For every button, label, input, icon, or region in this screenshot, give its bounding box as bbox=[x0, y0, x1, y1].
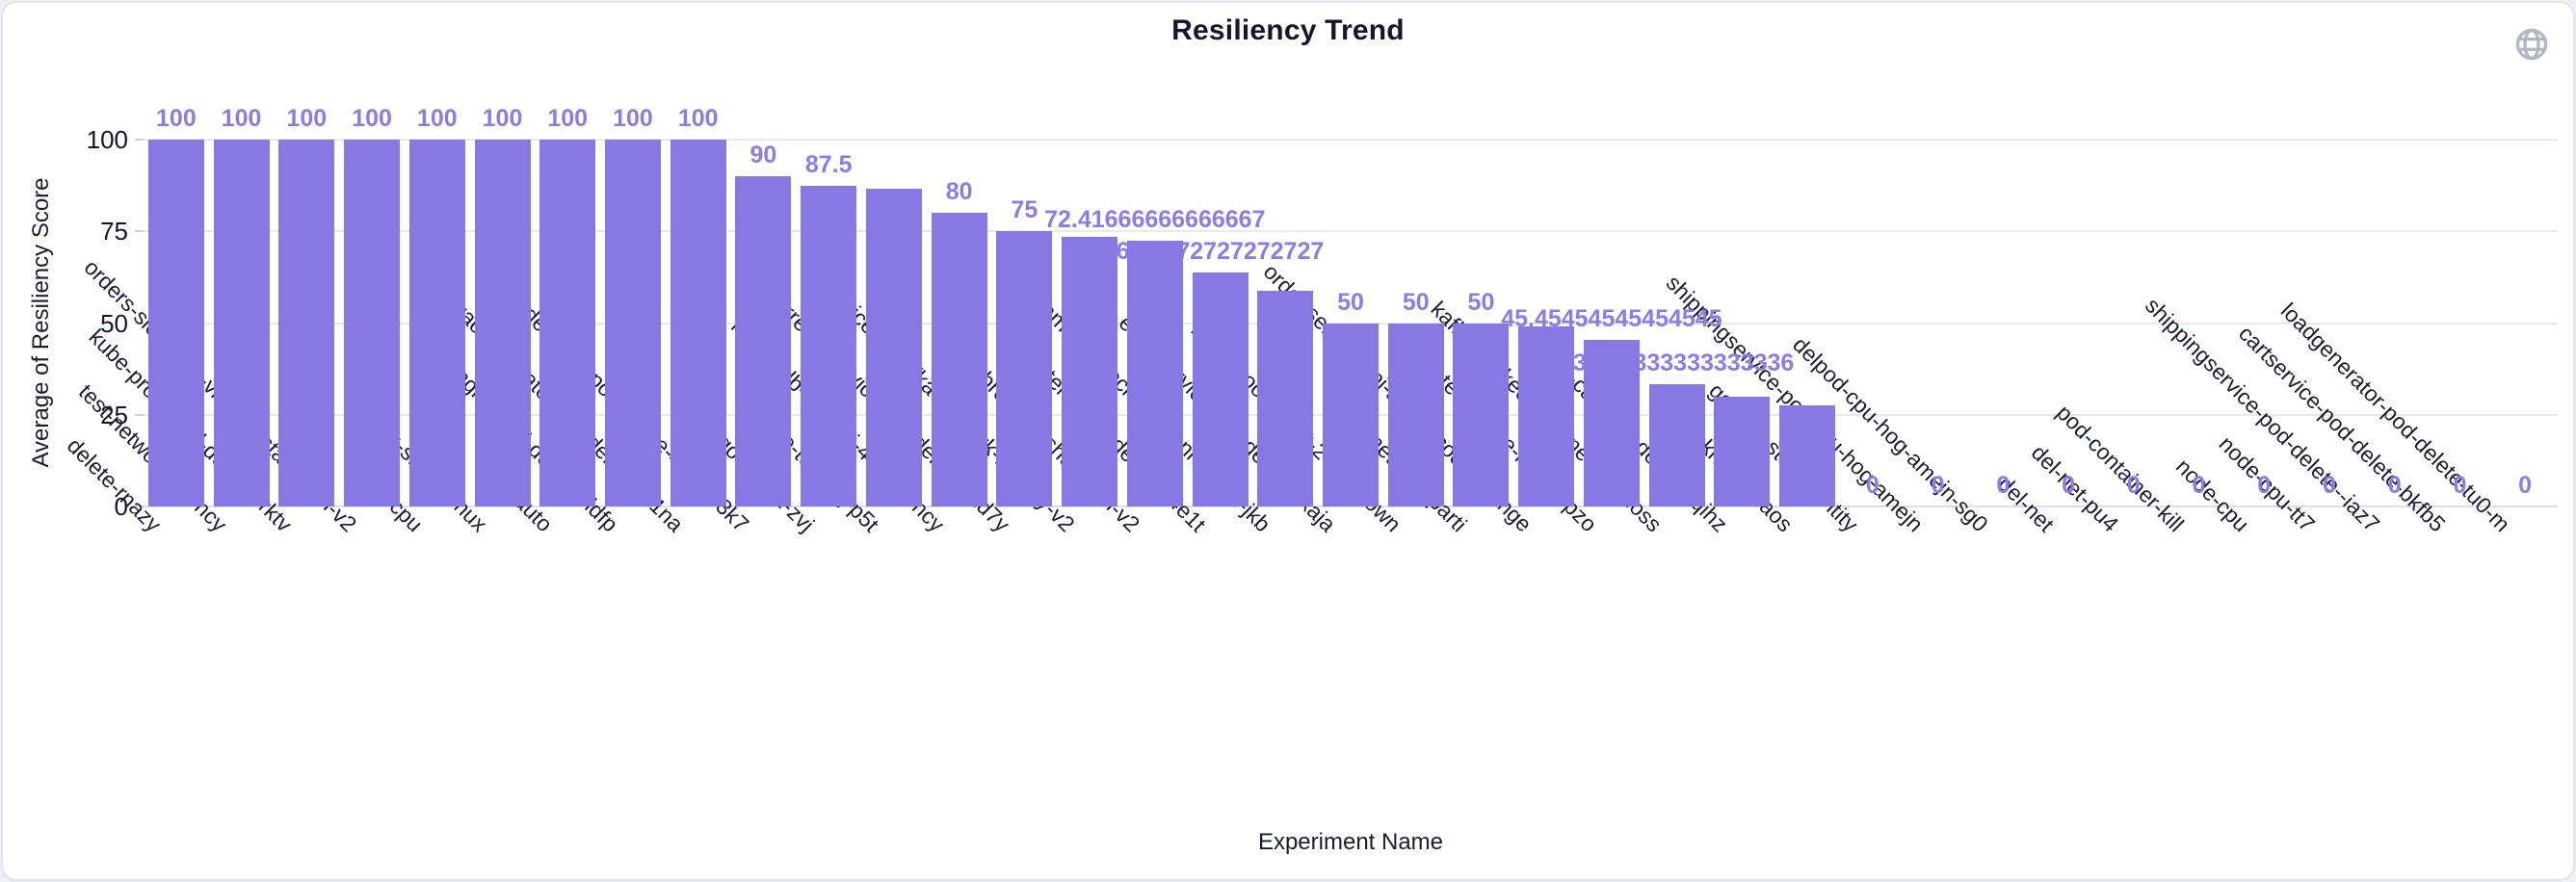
bar-value-label: 87.5 bbox=[804, 150, 853, 178]
bar-value-label: 90 bbox=[749, 142, 777, 169]
gridline bbox=[144, 139, 2558, 141]
x-axis-title: Experiment Name bbox=[1257, 829, 1444, 855]
y-tick-mark bbox=[135, 413, 144, 416]
bar-value-label: 100 bbox=[677, 105, 719, 132]
y-tick-mark bbox=[135, 230, 144, 233]
bar[interactable] bbox=[865, 189, 922, 506]
bar-value-label: 0 bbox=[2453, 472, 2467, 499]
bar[interactable] bbox=[604, 140, 661, 506]
y-tick-label: 75 bbox=[100, 217, 128, 246]
bar[interactable] bbox=[1518, 326, 1575, 506]
gridline bbox=[144, 230, 2558, 233]
bar-value-label: 100 bbox=[482, 105, 523, 132]
bar-value-label: 100 bbox=[613, 105, 653, 132]
bar[interactable] bbox=[931, 213, 987, 506]
y-tick-mark bbox=[135, 322, 144, 324]
bar[interactable] bbox=[735, 176, 792, 506]
bar[interactable] bbox=[1779, 405, 1836, 506]
y-tick-label: 50 bbox=[100, 308, 128, 338]
bar[interactable] bbox=[344, 140, 401, 506]
globe-icon[interactable] bbox=[2513, 26, 2550, 63]
bar-value-label: 0 bbox=[2257, 472, 2272, 499]
bar[interactable] bbox=[539, 140, 596, 506]
bar-value-label: 0 bbox=[2387, 472, 2402, 499]
bar-value-label: 0 bbox=[2518, 472, 2533, 499]
bar[interactable] bbox=[1257, 290, 1314, 506]
bar[interactable] bbox=[1323, 323, 1379, 506]
bar-value-label: 0 bbox=[2062, 472, 2075, 499]
bar-value-label: 0 bbox=[2192, 472, 2206, 499]
chart-title: Resiliency Trend bbox=[1171, 14, 1405, 46]
bar[interactable] bbox=[1062, 236, 1118, 506]
bar-value-label: 0 bbox=[1931, 472, 1945, 499]
bar-value-label: 50 bbox=[1467, 288, 1495, 316]
bar[interactable] bbox=[670, 140, 726, 506]
bar[interactable] bbox=[996, 231, 1053, 506]
y-tick-label: 100 bbox=[86, 125, 128, 154]
bar[interactable] bbox=[801, 185, 857, 506]
bar-value-label: 72.41666666666667 bbox=[1044, 206, 1266, 234]
bar[interactable] bbox=[1453, 323, 1510, 506]
bar[interactable] bbox=[1192, 272, 1249, 506]
bar-value-label: 75 bbox=[1011, 196, 1038, 224]
bar[interactable] bbox=[147, 140, 204, 506]
bar[interactable] bbox=[474, 140, 531, 506]
gridline bbox=[144, 506, 2558, 507]
bar-value-label: 0 bbox=[1865, 472, 1879, 499]
bar-value-label: 100 bbox=[547, 105, 589, 132]
bar[interactable] bbox=[1714, 396, 1771, 506]
bar[interactable] bbox=[213, 140, 270, 506]
bar-value-label: 0 bbox=[1996, 472, 2011, 499]
bar-value-label: 80 bbox=[945, 178, 973, 206]
bar-value-label: 100 bbox=[286, 105, 328, 132]
bar-value-label: 100 bbox=[221, 105, 262, 132]
bar-value-label: 100 bbox=[416, 105, 458, 132]
bar[interactable] bbox=[1648, 384, 1705, 506]
bar[interactable] bbox=[278, 140, 335, 506]
bar[interactable] bbox=[1126, 241, 1183, 506]
bar[interactable] bbox=[408, 140, 465, 506]
bar[interactable] bbox=[1387, 323, 1444, 506]
bar-value-label: 0 bbox=[2126, 472, 2141, 499]
bar[interactable] bbox=[1583, 339, 1640, 506]
y-tick-label: 0 bbox=[114, 492, 128, 521]
bar-value-label: 0 bbox=[2322, 472, 2336, 499]
y-tick-mark bbox=[135, 139, 144, 141]
plot-area: 0255075100100delete-rnazy100test-network… bbox=[3, 3, 2573, 879]
bar-value-label: 50 bbox=[1337, 288, 1364, 316]
bar-value-label: 50 bbox=[1402, 288, 1430, 316]
bar-value-label: 100 bbox=[352, 105, 392, 132]
y-tick-label: 25 bbox=[100, 400, 128, 429]
bar-value-label: 100 bbox=[156, 105, 197, 132]
y-tick-mark bbox=[135, 506, 144, 507]
